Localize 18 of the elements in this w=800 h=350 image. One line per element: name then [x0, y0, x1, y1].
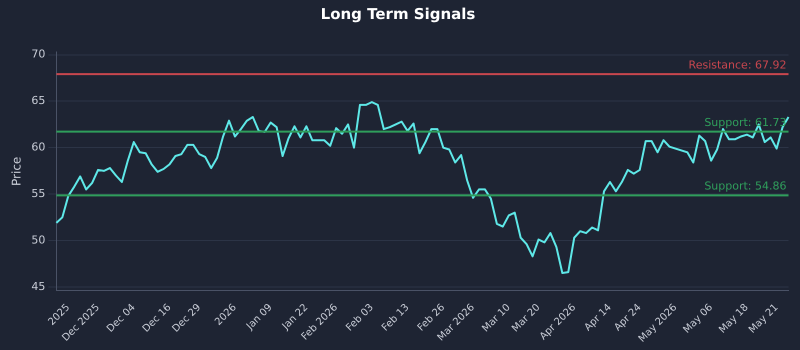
y-tick-label: 50 — [31, 233, 46, 246]
ref-line-label: Resistance: 67.92 — [688, 58, 787, 72]
x-tick-label: Feb 03 — [344, 302, 376, 334]
y-tick-label: 65 — [31, 94, 46, 108]
x-tick-label: Mar 10 — [480, 302, 513, 334]
x-tick-label: Apr 24 — [612, 302, 644, 334]
y-tick-label: 55 — [31, 186, 46, 200]
x-tick-label: Dec 04 — [105, 302, 138, 335]
y-tick-label: 70 — [31, 48, 46, 61]
y-axis-title: Price — [9, 156, 24, 186]
y-tick-label: 45 — [31, 280, 46, 293]
x-tick-label: Dec 29 — [170, 302, 204, 335]
x-tick-label: Feb 13 — [380, 302, 412, 334]
x-tick-label: Jan 09 — [244, 302, 275, 333]
x-tick-label: Apr 14 — [582, 302, 614, 334]
y-tick-label: 60 — [31, 140, 46, 154]
ref-line-label: Support: 54.86 — [704, 180, 787, 193]
chart-title: Long Term Signals — [320, 4, 476, 23]
